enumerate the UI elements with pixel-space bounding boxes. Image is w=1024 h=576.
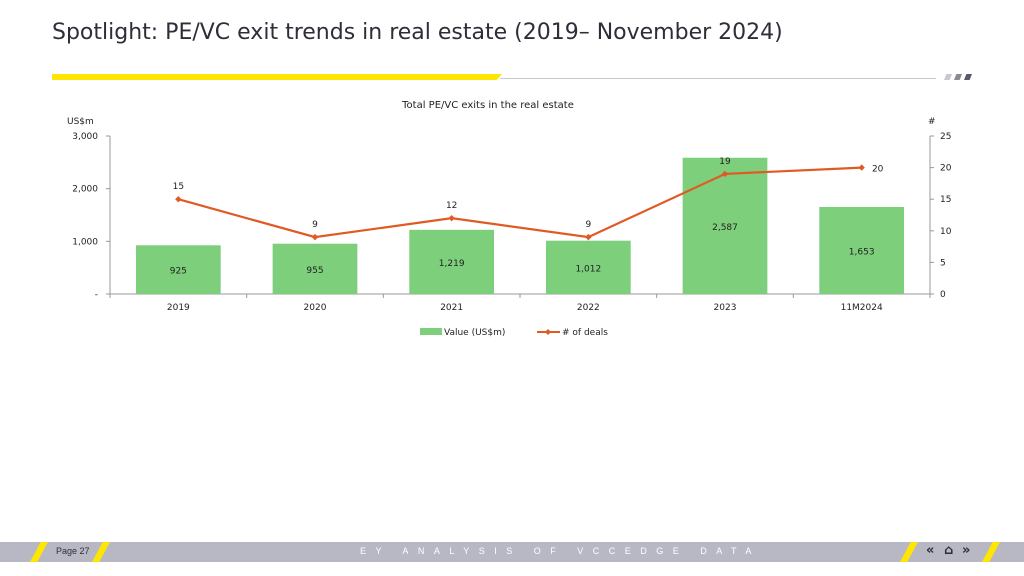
y-left-tick-label: 3,000: [72, 132, 98, 142]
deals-value-label: 9: [585, 220, 591, 230]
bar-value-label: 925: [170, 267, 187, 277]
deals-point: [721, 170, 729, 178]
deals-line: [178, 166, 862, 239]
legend-bar-label: Value (US$m): [444, 328, 505, 338]
y-right-tick-label: 5: [940, 258, 946, 268]
bar: [682, 157, 768, 294]
deals-value-label: 15: [173, 182, 184, 192]
bar-value-label: 2,587: [712, 223, 738, 233]
deals-point: [858, 164, 865, 171]
deals-point: [448, 214, 455, 222]
page-number: Page 27: [56, 546, 90, 556]
bar-value-label: 1,012: [575, 264, 601, 274]
y-right-tick-label: 0: [940, 290, 946, 300]
deals-value-label: 12: [446, 201, 457, 211]
bar: [272, 243, 358, 294]
y-left-tick-label: -: [95, 290, 98, 300]
bar: [135, 245, 221, 294]
bar: [409, 229, 495, 294]
y-left-tick-label: 2,000: [72, 185, 98, 195]
line-series: 15 9 12 9 19 20: [173, 157, 884, 241]
deals-value-label: 19: [719, 157, 731, 167]
bar: [545, 240, 631, 294]
deals-value-label: 20: [872, 165, 884, 175]
footer-slash-left: [30, 542, 48, 562]
y-right-tick-label: 25: [940, 132, 951, 142]
y-axis-left-label: US$m: [67, 117, 94, 127]
next-page-icon[interactable]: »: [962, 543, 971, 558]
x-tick-label: 2020: [304, 303, 327, 313]
bar: [819, 206, 905, 294]
x-tick-label: 2022: [577, 303, 600, 313]
footer-slash-left-2: [92, 542, 110, 562]
y-right-tick-label: 10: [940, 227, 952, 237]
bar-value-label: 1,219: [439, 259, 465, 269]
y-axis-right-label: #: [928, 117, 936, 127]
previous-page-icon[interactable]: «: [926, 543, 935, 558]
x-tick-label: 2021: [440, 303, 463, 313]
home-icon[interactable]: ⌂: [944, 543, 954, 558]
deals-point: [585, 233, 592, 241]
legend-line-marker: [545, 329, 551, 335]
legend-line-label: # of deals: [562, 328, 608, 338]
y-left-tick-label: 1,000: [72, 237, 98, 247]
title-underline-yellow: [52, 74, 502, 80]
title-underline-gray: [500, 78, 936, 79]
chart-title: Total PE/VC exits in the real estate: [401, 100, 574, 111]
y-right-tick-label: 15: [940, 195, 951, 205]
footer-slash-right: [900, 542, 918, 562]
x-tick-label: 2019: [167, 303, 190, 313]
legend-bar-swatch: [420, 328, 442, 335]
page-title: Spotlight: PE/VC exit trends in real est…: [52, 20, 783, 45]
decorative-slashes: [944, 74, 974, 80]
x-tick-label: 11M2024: [841, 303, 883, 313]
bar-value-label: 1,653: [849, 247, 875, 257]
y-right-tick-label: 20: [940, 164, 952, 174]
footer-bar: Page 27 EY ANALYSIS OF VCCEDGE DATA « ⌂ …: [0, 542, 1024, 562]
footer-slash-right-2: [982, 542, 1000, 562]
deals-point: [175, 196, 182, 203]
x-tick-label: 2023: [714, 303, 737, 313]
footer-source-text: EY ANALYSIS OF VCCEDGE DATA: [360, 546, 761, 556]
bar-series: 925 955 1,219 1,012 2,587 1,653: [135, 157, 905, 294]
deals-point: [311, 233, 319, 241]
combo-chart: Total PE/VC exits in the real estate US$…: [67, 100, 952, 338]
chart-legend: Value (US$m) # of deals: [420, 328, 608, 338]
bar-value-label: 955: [306, 266, 323, 276]
deals-value-label: 9: [312, 220, 318, 230]
